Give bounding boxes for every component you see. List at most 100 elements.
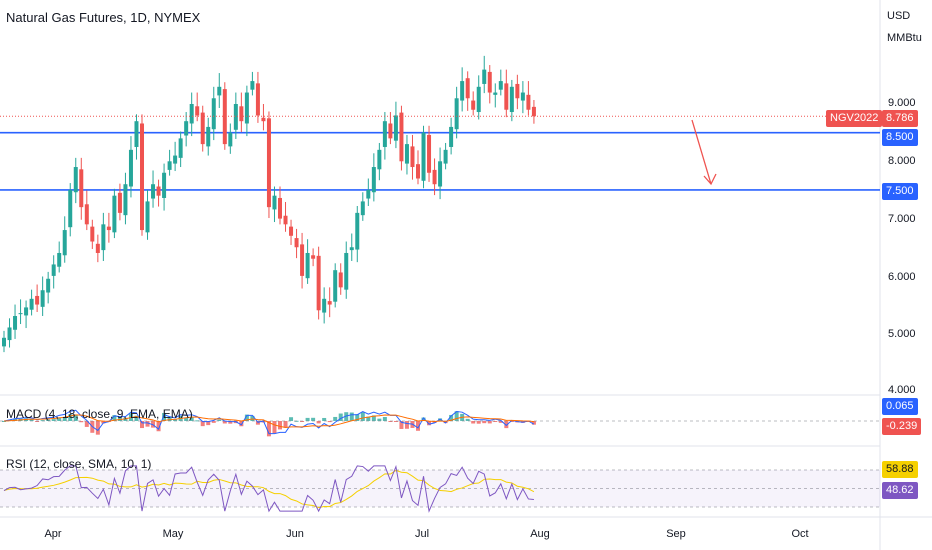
macd-histogram-bar	[211, 421, 216, 423]
macd-histogram-bar	[454, 411, 459, 421]
macd-histogram-bar	[427, 421, 432, 426]
macd-histogram-bar	[29, 419, 34, 421]
candle-body	[233, 104, 238, 130]
x-tick: Sep	[666, 528, 686, 540]
candle-body	[68, 189, 73, 228]
candle-body	[449, 126, 454, 147]
macd-histogram-bar	[316, 421, 321, 424]
candle-body	[388, 123, 393, 139]
y-tick: 6.000	[888, 271, 916, 283]
candle-body	[443, 149, 448, 164]
macd-histogram-bar	[145, 421, 150, 427]
macd-histogram-bar	[371, 415, 376, 421]
candle-body	[151, 184, 156, 199]
forecast-arrowhead	[703, 173, 717, 186]
candle-body	[178, 138, 183, 158]
signal-line	[3, 414, 534, 429]
candle-body	[195, 106, 200, 116]
candle-body	[189, 104, 194, 124]
macd-histogram-bar	[465, 418, 470, 421]
macd-histogram-bar	[327, 421, 332, 423]
macd-histogram-bar	[13, 418, 18, 421]
unit-energy: MMBtu	[887, 32, 922, 44]
x-tick: Jun	[286, 528, 304, 540]
macd-histogram-bar	[189, 417, 194, 421]
macd-histogram-bar	[244, 414, 249, 421]
candle-body	[410, 146, 415, 168]
macd-histogram-bar	[311, 417, 316, 421]
candle-body	[7, 327, 12, 341]
candle-body	[272, 195, 277, 210]
candle-body	[432, 169, 437, 185]
candle-body	[487, 71, 492, 93]
candle-body	[206, 126, 211, 147]
candle-body	[217, 86, 222, 96]
macd-histogram-bar	[300, 421, 305, 422]
macd-histogram-bar	[2, 421, 6, 422]
candle-body	[476, 86, 481, 113]
macd-histogram-bar	[195, 420, 200, 422]
macd-histogram-bar	[206, 421, 211, 426]
candle-body	[2, 337, 6, 347]
candle-body	[393, 115, 398, 141]
candle-body	[62, 230, 67, 256]
candle-body	[244, 92, 249, 124]
macd-histogram-bar	[228, 421, 233, 424]
candle-body	[95, 243, 100, 253]
candle-body	[261, 117, 266, 122]
macd-histogram-bar	[416, 421, 420, 431]
candle-body	[305, 252, 310, 279]
candle-body	[134, 121, 139, 147]
candle-body	[40, 290, 45, 307]
macd-histogram-bar	[432, 421, 437, 424]
macd-histogram-bar	[68, 414, 73, 421]
candle-body	[84, 204, 89, 225]
candle-body	[128, 149, 133, 187]
rsi-sma-badge: 58.88	[882, 461, 918, 478]
candle-body	[228, 132, 233, 147]
macd-histogram-bar	[333, 416, 338, 421]
candle-body	[73, 167, 78, 193]
candle-body	[112, 195, 117, 233]
macd-histogram-bar	[51, 419, 56, 421]
macd-histogram-bar	[449, 414, 454, 421]
macd-histogram-bar	[498, 421, 503, 423]
candle-body	[211, 98, 216, 130]
macd-histogram-bar	[399, 421, 404, 429]
candle-body	[283, 215, 288, 225]
candle-body	[344, 252, 349, 290]
candle-body	[377, 149, 382, 170]
candle-body	[427, 134, 432, 173]
macd-histogram-bar	[250, 415, 255, 421]
macd-value-badge: 0.065	[882, 398, 918, 415]
candle-body	[57, 252, 62, 267]
macd-histogram-bar	[57, 417, 62, 421]
candle-body	[333, 270, 338, 302]
candle-body	[460, 81, 465, 101]
candle-body	[24, 307, 29, 316]
macd-histogram-bar	[40, 420, 45, 422]
macd-histogram-bar	[217, 419, 222, 421]
y-tick: 8.000	[888, 155, 916, 167]
macd-histogram-bar	[355, 414, 360, 421]
macd-histogram-bar	[283, 421, 288, 428]
candle-body	[255, 83, 260, 116]
candle-body	[371, 167, 376, 193]
macd-histogram-bar	[344, 412, 349, 421]
macd-histogram-bar	[167, 416, 172, 421]
candle-body	[18, 313, 23, 315]
candle-body	[101, 224, 106, 251]
macd-histogram-bar	[222, 421, 227, 424]
rsi-sma-line	[3, 469, 535, 509]
x-tick: Apr	[44, 528, 62, 540]
macd-histogram-bar	[278, 421, 282, 430]
macd-histogram-bar	[134, 415, 139, 421]
candle-body	[504, 83, 509, 110]
macd-histogram-bar	[62, 417, 67, 421]
candle-body	[366, 189, 371, 199]
candle-body	[239, 106, 244, 122]
macd-histogram-bar	[123, 417, 128, 421]
candle-body	[471, 100, 476, 110]
